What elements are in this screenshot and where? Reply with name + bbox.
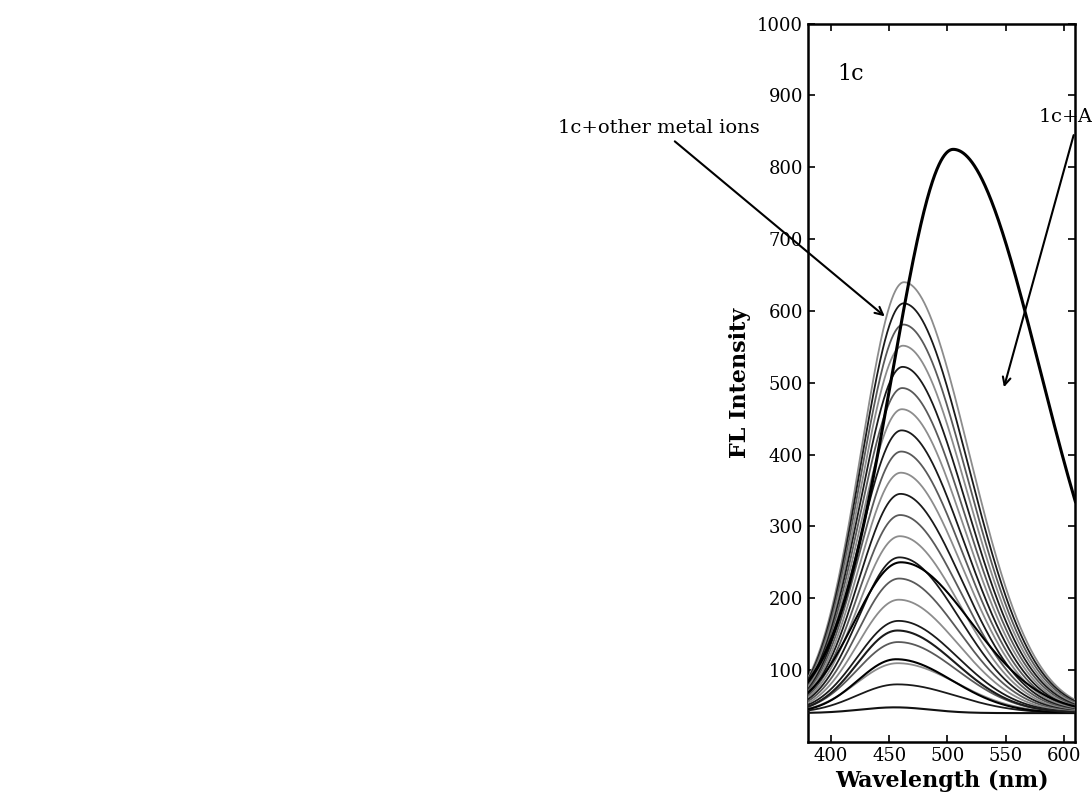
- Text: 1c: 1c: [836, 63, 864, 85]
- Text: 1c+Ag$^+$: 1c+Ag$^+$: [1002, 104, 1092, 385]
- Text: 1c+other metal ions: 1c+other metal ions: [558, 119, 883, 315]
- Y-axis label: FL Intensity: FL Intensity: [729, 307, 751, 458]
- X-axis label: Wavelength (nm): Wavelength (nm): [834, 770, 1048, 792]
